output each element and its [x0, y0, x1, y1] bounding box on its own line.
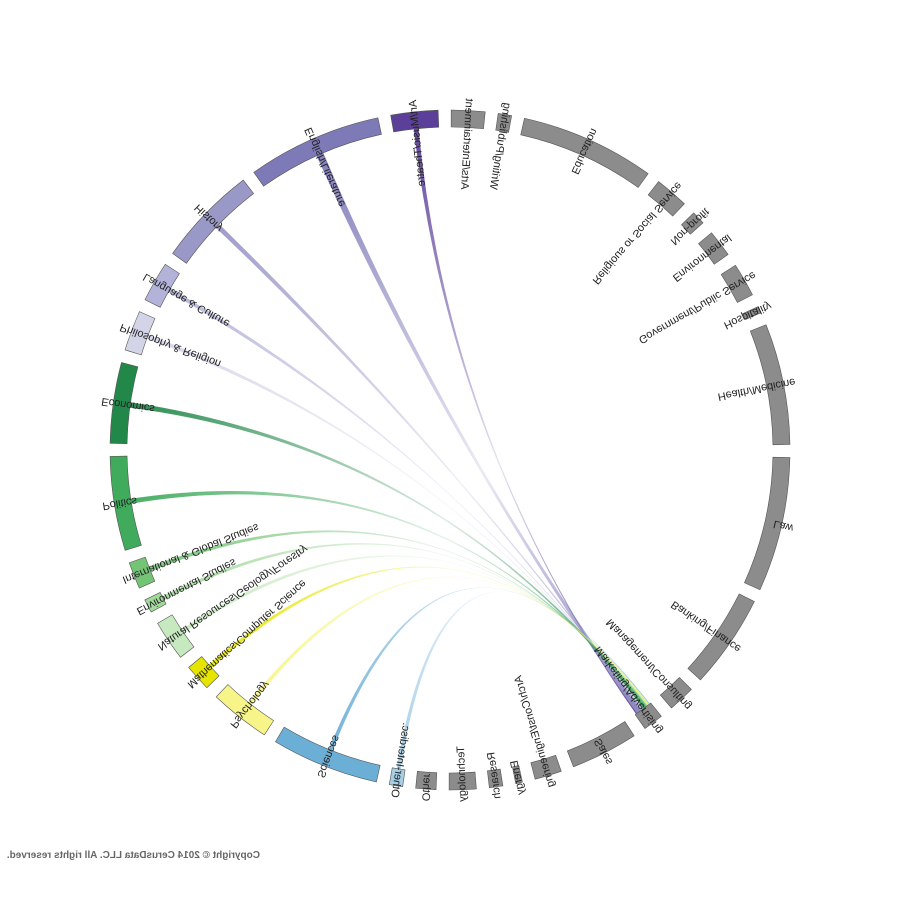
ribbon-psychology[interactable] — [248, 576, 650, 705]
label-law: Law — [772, 518, 794, 534]
arc-english-literature[interactable] — [253, 117, 382, 187]
copyright-text: Copyright © 2014 CerusData LLC. All righ… — [7, 850, 260, 861]
ribbon-english-literature[interactable] — [316, 152, 641, 714]
arc-other-interdisc[interactable] — [388, 767, 406, 788]
ribbon-art-music-theatre[interactable] — [413, 128, 638, 715]
arc-marketing-advertising[interactable] — [634, 702, 662, 729]
arc-art-music-theatre[interactable] — [390, 109, 440, 133]
label-writing-publishing: Writing/Publishing — [487, 102, 513, 191]
arc-economics[interactable] — [109, 362, 139, 444]
arc-technology[interactable] — [448, 771, 477, 791]
arc-sciences[interactable] — [275, 726, 381, 783]
arc-arch-const-engineering[interactable] — [530, 754, 562, 780]
arc-history[interactable] — [172, 179, 255, 264]
arcs-layer — [109, 109, 791, 791]
ribbons-layer — [129, 128, 651, 770]
arc-other[interactable] — [415, 771, 438, 791]
label-government-public-service: Government/Public Service — [636, 269, 757, 346]
arc-environmental-studies[interactable] — [144, 592, 167, 613]
arc-arts-entertainment[interactable] — [450, 109, 486, 130]
arc-mathematics-computer-science[interactable] — [188, 656, 220, 689]
arc-government-public-service[interactable] — [720, 264, 753, 303]
label-management-consulting: Management/Consulting — [604, 616, 694, 711]
arc-natural-resources-geology-forestry[interactable] — [157, 614, 195, 658]
label-other: Other — [419, 773, 433, 802]
label-international-global-studies: International & Global Studies — [121, 521, 261, 586]
arc-environmental[interactable] — [698, 232, 729, 265]
ribbon-history[interactable] — [215, 224, 643, 711]
label-energy: Energy — [508, 759, 527, 796]
arc-research[interactable] — [487, 768, 504, 789]
arc-law[interactable] — [744, 456, 791, 591]
arc-banking-finance[interactable] — [687, 593, 755, 681]
label-marketing-advertising: Marketing/Advertising — [592, 644, 665, 736]
arc-politics[interactable] — [109, 455, 142, 551]
arc-international-global-studies[interactable] — [128, 556, 156, 589]
label-technology: Technology — [455, 746, 469, 803]
label-other-interdisc: Other-Interdisc. — [388, 722, 412, 799]
arc-psychology[interactable] — [215, 684, 275, 736]
ribbon-sciences[interactable] — [328, 587, 650, 751]
label-politics: Politics — [102, 494, 139, 511]
arc-sales[interactable] — [566, 721, 635, 768]
arc-education[interactable] — [520, 117, 649, 188]
arc-writing-publishing[interactable] — [495, 113, 513, 133]
arc-non-profit[interactable] — [681, 212, 704, 235]
arc-philosophy-religion[interactable] — [124, 311, 156, 356]
arc-energy[interactable] — [512, 765, 523, 784]
label-religious-or-social-service: Religious or Social Service — [590, 179, 684, 286]
arc-language-culture[interactable] — [144, 263, 180, 308]
arc-hospitality[interactable] — [742, 306, 762, 320]
arc-religious-or-social-service[interactable] — [647, 181, 685, 217]
labels-layer: Art/Music/TheatreEnglish/LiteratureHisto… — [101, 98, 797, 802]
arc-health-medicine[interactable] — [749, 324, 791, 446]
label-arts-entertainment: Arts/Entertainment — [458, 98, 475, 190]
arc-management-consulting[interactable] — [659, 677, 692, 709]
